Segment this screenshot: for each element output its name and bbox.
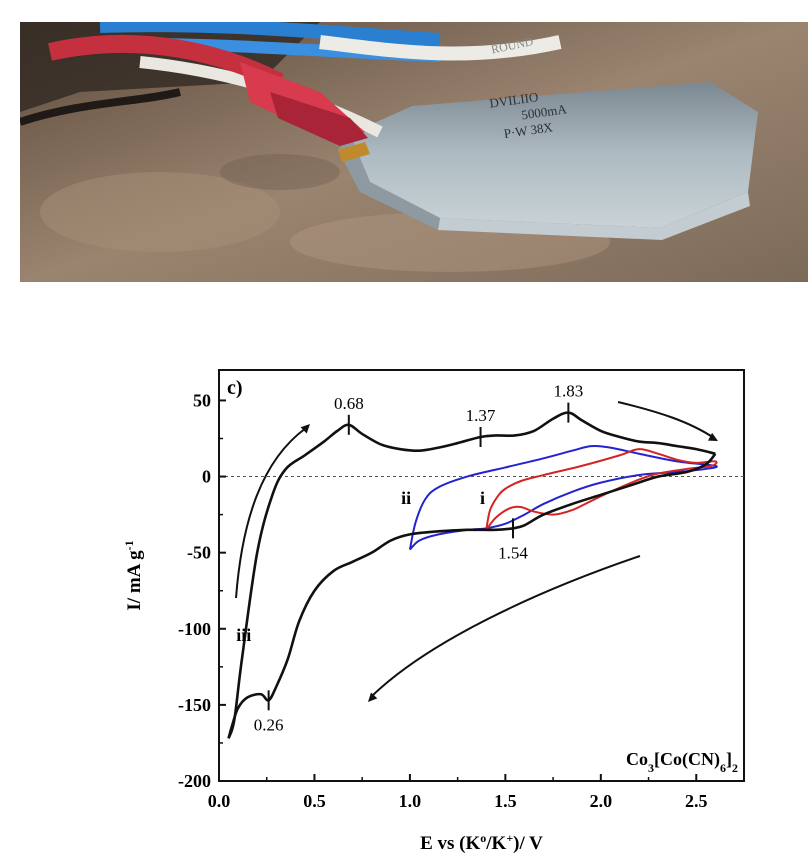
pouch-text-line2: 5000mA [520, 101, 568, 122]
series-iii-reduction-curve [227, 452, 717, 739]
plot-frame [218, 369, 745, 782]
sweep-arrow-up [235, 427, 307, 599]
y-tick-label: -150 [178, 695, 211, 715]
sweep-arrow-right-head [708, 432, 718, 441]
battery-photo-drawing: DVILIIO 5000mA P·W 38X ROUND [20, 22, 808, 282]
pouch-text-line1: DVILIIO [488, 89, 539, 111]
y-tick-label: 0 [202, 467, 211, 487]
y-tick-label: -50 [187, 543, 211, 563]
series-i-curve [485, 448, 718, 531]
x-tick-label: 2.5 [685, 791, 708, 811]
series-ii-curve [408, 444, 718, 551]
peak-label: 0.68 [334, 394, 364, 413]
curve-label-i: i [480, 488, 485, 508]
y-tick-label: -100 [178, 619, 211, 639]
compound-label: Co3[Co(CN)6]2 [626, 749, 738, 775]
battery-photo: DVILIIO 5000mA P·W 38X ROUND [20, 22, 808, 282]
sweep-arrow-down-head [368, 692, 378, 702]
y-axis-label: I/ mA g-1 [122, 540, 145, 610]
x-tick-label: 0.0 [208, 791, 231, 811]
sweep-arrow-right [617, 401, 715, 439]
panel-label: c) [227, 377, 243, 399]
x-tick-label: 1.0 [399, 791, 422, 811]
y-tick-label: -200 [178, 771, 211, 791]
pouch-text-line3: P·W 38X [503, 119, 554, 141]
peak-label: 1.37 [466, 406, 496, 425]
peak-label: 1.54 [498, 543, 528, 562]
x-tick-label: 2.0 [590, 791, 613, 811]
cv-chart-svg: 0.0 0.5 1.0 1.5 2.0 2.5 50 0 -50 -100 -150 -200 0.6… [122, 369, 745, 854]
peak-label: 1.83 [553, 382, 583, 401]
sweep-arrow-up-head [300, 424, 310, 434]
x-tick-label: 0.5 [303, 791, 326, 811]
cv-chart: 0.0 0.5 1.0 1.5 2.0 2.5 50 0 -50 -100 -150 -200 0.6… [0, 350, 812, 863]
y-tick-label: 50 [193, 390, 211, 410]
sweep-arrow-down [371, 555, 641, 697]
x-axis-label: E vs (Ko/K+)/ V [420, 831, 543, 854]
series-iii-oxidation-curve [227, 411, 716, 739]
peak-label: 0.26 [254, 715, 284, 734]
curve-label-ii: ii [401, 488, 411, 508]
curve-label-iii: iii [236, 625, 251, 645]
x-tick-label: 1.5 [494, 791, 517, 811]
